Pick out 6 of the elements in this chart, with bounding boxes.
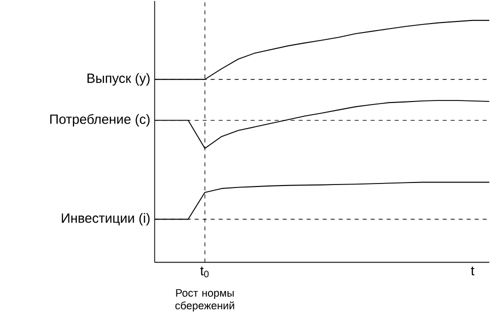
ref-line-label: Выпуск (y) [88, 73, 150, 86]
x-tick-label: t$_{0}$ [200, 266, 209, 278]
text: Рост нормы сбережений [175, 289, 234, 312]
x-tick-label: t [470, 266, 474, 276]
ref-line-label: Инвестиции (i) [62, 213, 150, 226]
ref-line-label: Потребление (c) [50, 114, 150, 127]
